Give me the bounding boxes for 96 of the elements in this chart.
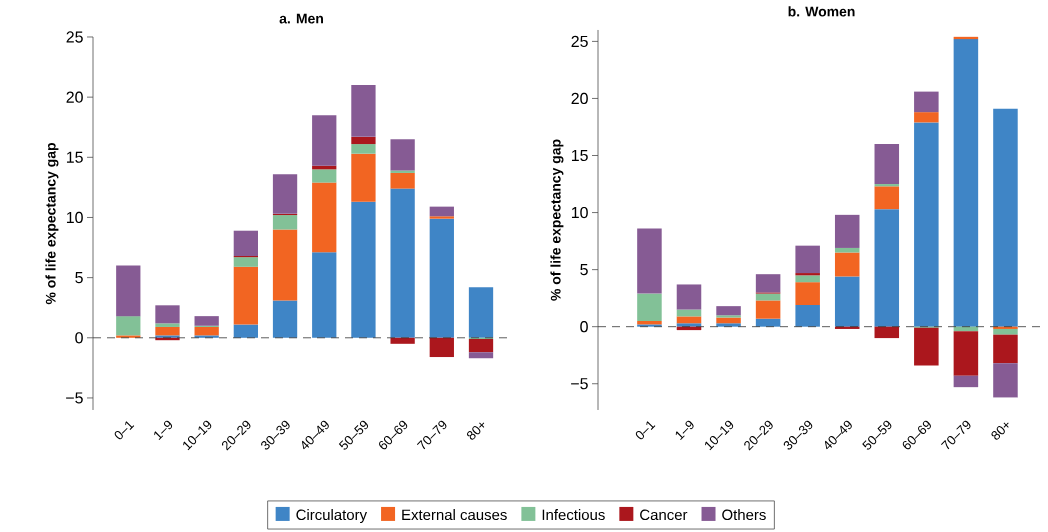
bar <box>993 363 1018 398</box>
bar <box>390 188 415 338</box>
bar <box>272 229 298 301</box>
bar <box>834 276 860 327</box>
bar <box>351 136 376 145</box>
bar <box>155 323 180 327</box>
legend-label: Others <box>722 509 766 521</box>
legend-label: Infectious <box>542 509 605 521</box>
legend-label: Cancer <box>640 509 688 521</box>
bar <box>637 293 662 321</box>
y-axis-title: % of life expectancy gap <box>550 139 564 301</box>
x-tick-label: 0–1 <box>114 421 135 440</box>
bar <box>312 115 337 166</box>
bar <box>755 274 781 293</box>
bar <box>233 324 259 338</box>
bar <box>914 91 939 113</box>
y-tick-label: 15 <box>66 151 83 163</box>
bar <box>351 201 376 338</box>
bar <box>874 209 900 327</box>
bar <box>676 316 702 324</box>
bar <box>155 305 180 324</box>
bar <box>834 247 860 253</box>
y-tick-label: 20 <box>571 92 588 105</box>
bar <box>194 326 219 336</box>
bar <box>716 315 741 318</box>
bar <box>914 327 939 366</box>
bar <box>755 318 781 327</box>
x-tick-label: 1–9 <box>154 420 173 441</box>
x-tick-label: 80+ <box>991 422 1009 440</box>
bar <box>312 252 337 338</box>
bar <box>233 230 259 256</box>
bar <box>468 287 494 338</box>
bar <box>429 218 454 338</box>
bar <box>676 284 702 310</box>
bar <box>755 300 781 319</box>
bar <box>272 300 298 338</box>
bar <box>637 228 662 294</box>
chart-title: b. Women <box>788 6 855 17</box>
y-tick-label: 5 <box>75 272 83 284</box>
bar <box>116 265 141 317</box>
bar <box>874 186 900 210</box>
bar <box>390 172 415 189</box>
y-tick-label: 0 <box>75 332 83 344</box>
bar <box>993 108 1018 327</box>
bar <box>351 144 376 154</box>
y-tick-label: 10 <box>571 206 588 219</box>
bar <box>468 352 494 359</box>
bar <box>233 266 259 325</box>
bar <box>351 153 376 202</box>
y-tick-label: −5 <box>66 392 83 404</box>
y-axis-title: % of life expectancy gap <box>45 143 59 305</box>
bar <box>834 214 860 248</box>
bar <box>351 85 376 137</box>
bar <box>272 174 298 214</box>
bar <box>795 245 820 274</box>
bar <box>429 206 454 217</box>
bar <box>874 326 900 339</box>
y-tick-label: 10 <box>66 211 83 224</box>
legend-label: Circulatory <box>296 509 368 524</box>
x-tick-label: 80+ <box>467 422 485 440</box>
bar <box>795 305 820 327</box>
y-tick-label: 0 <box>580 321 588 333</box>
bar <box>429 337 454 358</box>
bar <box>233 257 259 267</box>
bar <box>914 122 939 327</box>
bar <box>272 215 298 230</box>
bar <box>468 339 494 353</box>
y-tick-label: 25 <box>571 35 588 48</box>
y-tick-label: −5 <box>571 378 588 390</box>
y-tick-label: 20 <box>66 91 83 103</box>
bar <box>834 252 860 277</box>
bar <box>116 316 141 336</box>
bar <box>312 169 337 183</box>
bar <box>155 326 180 336</box>
bar <box>953 331 979 376</box>
bar <box>716 306 741 316</box>
bar <box>953 375 979 388</box>
bar <box>429 216 454 219</box>
legend-label: External causes <box>402 509 507 521</box>
bar <box>993 328 1018 335</box>
x-tick-label: 0–1 <box>635 421 656 440</box>
bar <box>390 337 415 344</box>
bar <box>953 39 979 327</box>
bar <box>312 182 337 253</box>
bar <box>795 282 820 305</box>
bar <box>993 334 1018 364</box>
y-tick-label: 5 <box>580 264 588 276</box>
bar <box>914 112 939 123</box>
bar <box>390 139 415 171</box>
chart-title: a. Men <box>279 13 323 24</box>
y-tick-label: 25 <box>66 31 83 43</box>
bar <box>874 144 900 185</box>
x-tick-label: 1–9 <box>675 420 694 441</box>
y-tick-label: 15 <box>571 149 588 162</box>
bar <box>194 316 219 326</box>
bar <box>795 275 820 283</box>
